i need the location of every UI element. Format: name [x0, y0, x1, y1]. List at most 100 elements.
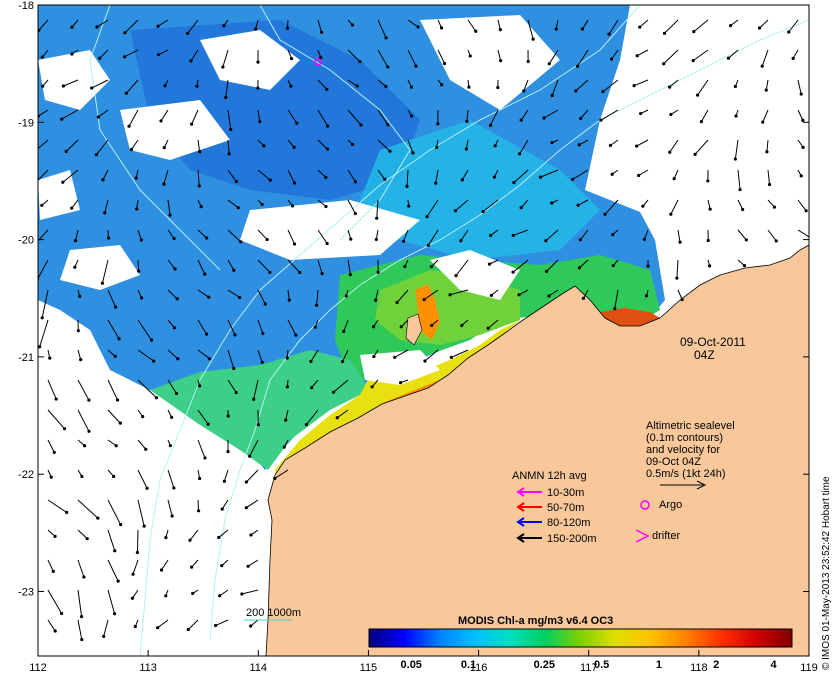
velocity-arrow-head	[668, 85, 672, 89]
velocity-arrow	[543, 109, 559, 119]
velocity-arrow	[187, 19, 199, 34]
velocity-arrow-head	[383, 177, 387, 181]
velocity-arrow	[225, 79, 229, 98]
velocity-arrow	[639, 19, 649, 28]
velocity-arrow-head	[285, 385, 289, 389]
velocity-arrow-head	[757, 26, 762, 30]
velocity-arrow-head	[168, 213, 172, 217]
velocity-arrow-head	[139, 238, 144, 242]
velocity-arrow-head	[172, 237, 176, 241]
velocity-arrow-head	[678, 240, 682, 244]
velocity-arrow-head	[726, 56, 731, 60]
velocity-arrow	[167, 289, 178, 300]
velocity-arrow	[249, 439, 259, 457]
velocity-arrow-head	[203, 272, 207, 276]
velocity-arrow-head	[603, 212, 607, 216]
velocity-arrow	[792, 49, 799, 59]
altimetry-note-line: 0.5m/s (1kt 24h)	[646, 468, 725, 480]
velocity-arrow	[227, 109, 232, 130]
velocity-arrow	[407, 139, 414, 154]
velocity-arrow	[191, 109, 199, 125]
velocity-arrow-head	[464, 147, 469, 151]
velocity-arrow	[394, 349, 409, 358]
velocity-arrow-head	[350, 142, 355, 147]
velocity-arrow	[287, 259, 301, 273]
argo-icon	[640, 500, 650, 510]
velocity-arrow	[692, 49, 709, 62]
velocity-arrow	[157, 19, 169, 27]
velocity-arrow-head	[295, 121, 299, 125]
velocity-arrow	[158, 49, 169, 56]
coastline	[265, 244, 809, 656]
velocity-arrow	[38, 229, 49, 242]
velocity-arrow-head	[48, 356, 52, 360]
velocity-arrow-head	[668, 150, 672, 154]
velocity-arrow-head	[213, 623, 218, 628]
velocity-arrow	[197, 169, 200, 186]
velocity-arrow-head	[252, 397, 256, 401]
velocity-arrow	[343, 319, 349, 332]
velocity-arrow	[317, 139, 328, 150]
velocity-arrow-head	[481, 209, 485, 214]
velocity-arrow-head	[162, 182, 166, 186]
velocity-arrow-head	[127, 124, 131, 128]
velocity-arrow-head	[218, 594, 222, 598]
velocity-arrow-head	[519, 118, 523, 122]
velocity-arrow-head	[324, 175, 328, 179]
velocity-arrow-head	[207, 295, 211, 299]
legend-item-150-200m: 150-200m	[516, 533, 597, 545]
velocity-arrow	[137, 499, 145, 527]
velocity-arrow-head	[453, 209, 458, 213]
velocity-arrow	[512, 259, 529, 273]
velocity-arrow	[257, 259, 271, 273]
velocity-arrow	[728, 49, 739, 59]
velocity-arrow-head	[422, 297, 426, 302]
velocity-arrow-head	[195, 84, 199, 88]
velocity-arrow-head	[641, 204, 645, 208]
velocity-arrow	[455, 199, 469, 212]
velocity-arrow	[377, 49, 389, 68]
legend-item-argo: Argo	[640, 499, 682, 511]
velocity-arrow-head	[205, 236, 209, 240]
velocity-arrow-head	[550, 201, 554, 205]
velocity-arrow-head	[465, 119, 469, 124]
velocity-arrow-head	[804, 209, 808, 213]
velocity-arrow-head	[384, 36, 388, 40]
velocity-arrow	[227, 349, 235, 369]
velocity-arrow-head	[554, 27, 558, 31]
velocity-arrow-head	[80, 474, 84, 479]
velocity-arrow-head	[122, 55, 127, 59]
velocity-arrow-head	[577, 143, 581, 147]
y-tick-label: -18	[18, 0, 34, 12]
velocity-arrow	[342, 349, 349, 362]
velocity-arrow	[163, 169, 169, 185]
velocity-arrow-head	[73, 265, 77, 269]
velocity-arrow-head	[695, 93, 700, 97]
velocity-arrow	[187, 619, 199, 630]
velocity-arrow-head	[399, 325, 403, 329]
velocity-arrow-head	[489, 233, 493, 238]
velocity-arrow	[47, 409, 65, 430]
velocity-arrow-head	[576, 203, 580, 207]
velocity-arrow-head	[738, 187, 742, 192]
velocity-arrow	[306, 409, 319, 425]
velocity-arrow-head	[801, 118, 805, 122]
date-label: 09-Oct-2011	[680, 335, 746, 349]
velocity-arrow	[407, 49, 417, 67]
velocity-arrow-head	[292, 145, 296, 149]
velocity-arrow-head	[460, 178, 464, 182]
velocity-arrow	[518, 289, 529, 296]
velocity-arrow-head	[414, 64, 418, 68]
velocity-arrow-head	[374, 237, 378, 242]
velocity-arrow-head	[644, 294, 649, 298]
velocity-arrow-head	[260, 360, 264, 364]
velocity-arrow-head	[577, 266, 582, 270]
velocity-arrow-head	[499, 59, 503, 63]
velocity-arrow-head	[580, 27, 585, 31]
velocity-arrow-head	[801, 145, 805, 149]
velocity-arrow	[197, 259, 206, 275]
velocity-arrow-head	[186, 627, 190, 632]
velocity-arrow	[759, 19, 769, 29]
velocity-arrow	[700, 109, 709, 122]
velocity-arrow-head	[229, 127, 233, 131]
